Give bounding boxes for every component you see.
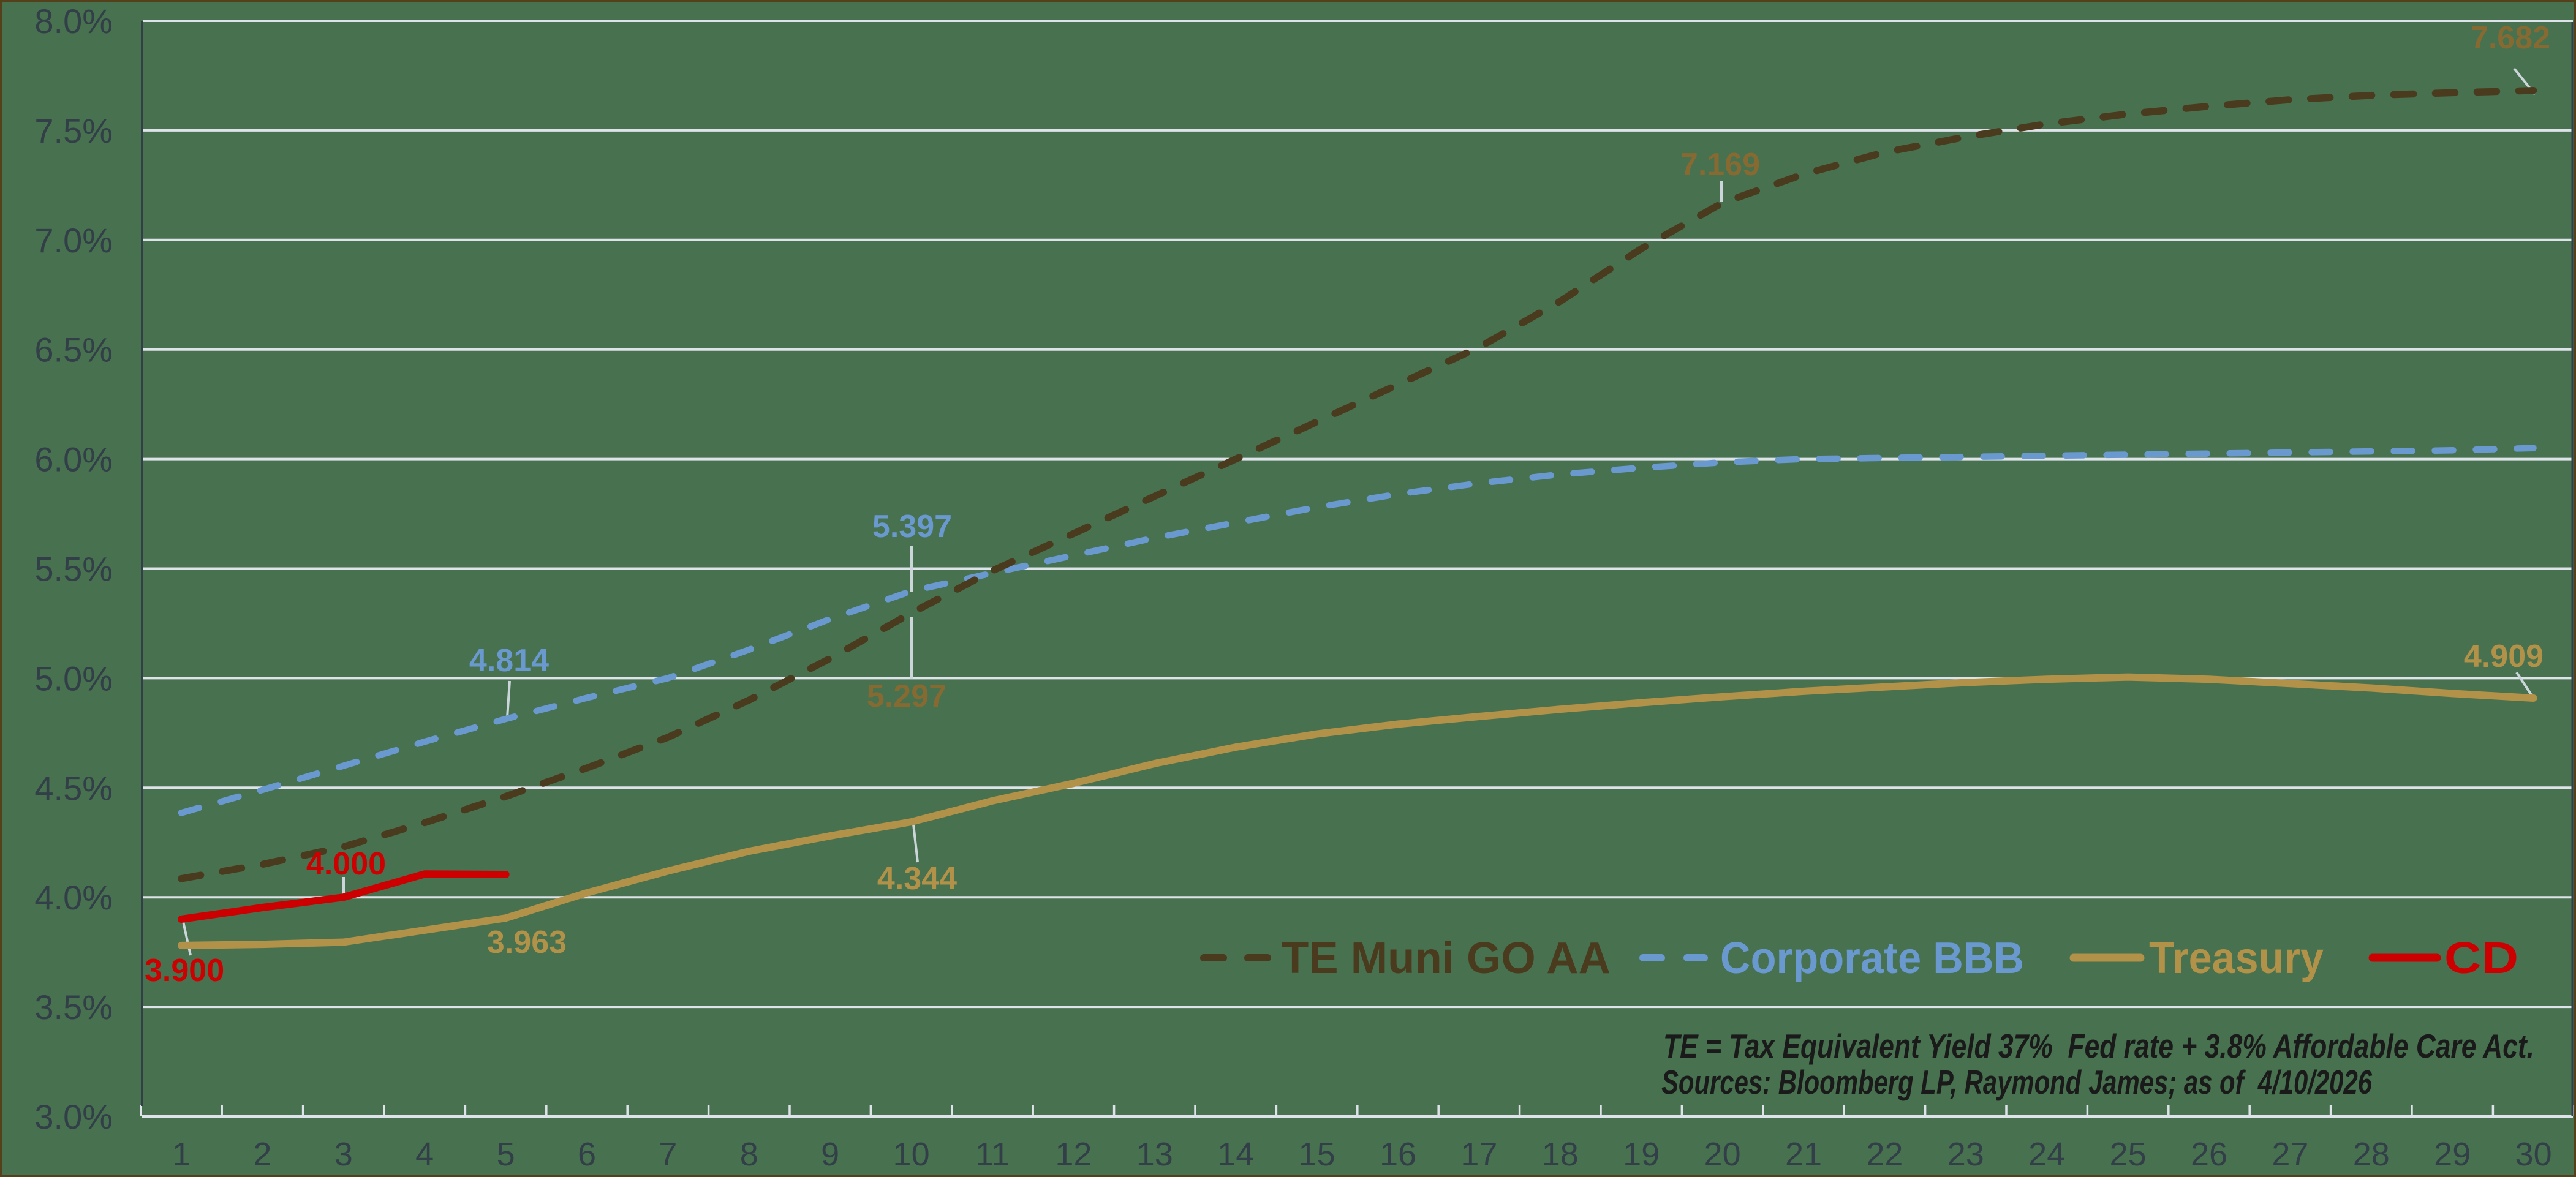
svg-text:12: 12 xyxy=(1055,1136,1092,1173)
svg-text:30: 30 xyxy=(2515,1136,2552,1173)
svg-text:3.0%: 3.0% xyxy=(34,1097,113,1136)
svg-text:23: 23 xyxy=(1947,1136,1984,1173)
svg-text:16: 16 xyxy=(1380,1136,1416,1173)
svg-text:5.0%: 5.0% xyxy=(34,659,113,698)
svg-text:Corporate BBB: Corporate BBB xyxy=(1720,934,2024,983)
svg-text:3.5%: 3.5% xyxy=(34,988,113,1026)
svg-text:7: 7 xyxy=(659,1136,677,1173)
svg-text:22: 22 xyxy=(1866,1136,1903,1173)
svg-text:4.814: 4.814 xyxy=(469,643,549,679)
svg-text:4.909: 4.909 xyxy=(2464,639,2544,674)
svg-text:7.682: 7.682 xyxy=(2471,20,2550,56)
svg-text:3.900: 3.900 xyxy=(145,953,224,988)
svg-text:28: 28 xyxy=(2353,1136,2390,1173)
svg-text:7.169: 7.169 xyxy=(1680,147,1760,182)
svg-text:8: 8 xyxy=(740,1136,758,1173)
svg-text:7.0%: 7.0% xyxy=(34,221,113,260)
svg-text:20: 20 xyxy=(1704,1136,1741,1173)
svg-text:27: 27 xyxy=(2272,1136,2308,1173)
svg-text:4.000: 4.000 xyxy=(306,846,386,882)
svg-text:5.5%: 5.5% xyxy=(34,550,113,588)
svg-text:21: 21 xyxy=(1785,1136,1822,1173)
svg-text:TE Muni GO AA: TE Muni GO AA xyxy=(1282,934,1611,983)
svg-text:15: 15 xyxy=(1299,1136,1335,1173)
svg-text:17: 17 xyxy=(1460,1136,1497,1173)
svg-text:CD: CD xyxy=(2444,934,2518,983)
svg-text:25: 25 xyxy=(2110,1136,2147,1173)
svg-text:9: 9 xyxy=(821,1136,839,1173)
svg-text:5.397: 5.397 xyxy=(872,509,952,544)
svg-text:Treasury: Treasury xyxy=(2149,934,2324,983)
svg-text:3.963: 3.963 xyxy=(487,925,567,960)
svg-text:11: 11 xyxy=(975,1136,1010,1173)
svg-text:4.5%: 4.5% xyxy=(34,769,113,807)
svg-text:5: 5 xyxy=(497,1136,515,1173)
svg-text:3: 3 xyxy=(334,1136,353,1173)
svg-text:7.5%: 7.5% xyxy=(34,111,113,150)
svg-text:8.0%: 8.0% xyxy=(34,2,113,40)
svg-text:TE = Tax Equivalent Yield 37%: TE = Tax Equivalent Yield 37% Fed rate +… xyxy=(1663,1027,2534,1065)
svg-text:29: 29 xyxy=(2434,1136,2471,1173)
svg-text:6: 6 xyxy=(578,1136,596,1173)
svg-text:26: 26 xyxy=(2191,1136,2227,1173)
svg-text:Sources: Bloomberg LP, Raymond: Sources: Bloomberg LP, Raymond James; as… xyxy=(1661,1063,2372,1101)
svg-text:5.297: 5.297 xyxy=(867,679,946,714)
svg-text:14: 14 xyxy=(1217,1136,1254,1173)
svg-text:13: 13 xyxy=(1136,1136,1173,1173)
svg-text:18: 18 xyxy=(1542,1136,1579,1173)
svg-text:24: 24 xyxy=(2028,1136,2065,1173)
svg-text:6.5%: 6.5% xyxy=(34,331,113,369)
svg-text:4.0%: 4.0% xyxy=(34,878,113,917)
svg-text:4.344: 4.344 xyxy=(877,861,957,897)
svg-text:10: 10 xyxy=(893,1136,930,1173)
svg-text:19: 19 xyxy=(1623,1136,1660,1173)
svg-text:2: 2 xyxy=(253,1136,271,1173)
svg-text:6.0%: 6.0% xyxy=(34,440,113,479)
svg-text:4: 4 xyxy=(415,1136,434,1173)
svg-text:1: 1 xyxy=(172,1136,191,1173)
